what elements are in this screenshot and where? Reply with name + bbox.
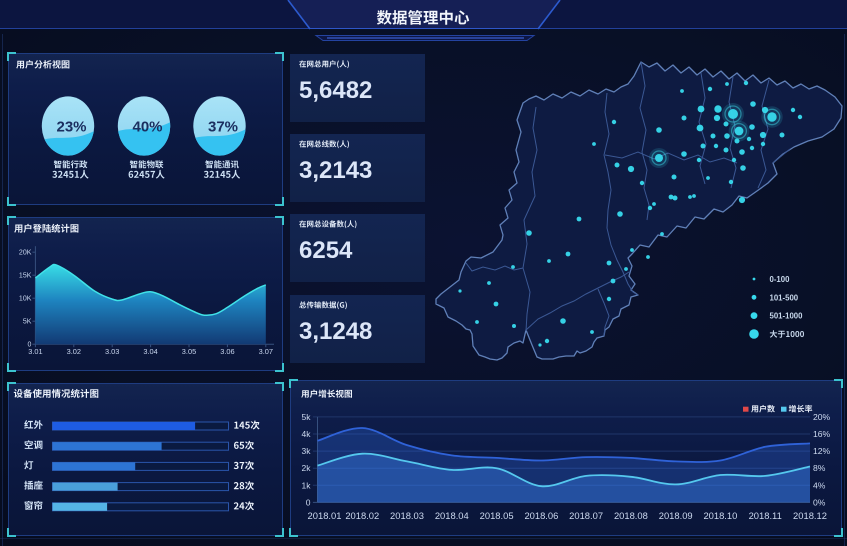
svg-text:3.03: 3.03 [105,347,119,356]
svg-text:101-500: 101-500 [770,293,799,302]
svg-text:0: 0 [306,497,311,507]
svg-text:2018.01: 2018.01 [308,510,342,521]
svg-text:3.01: 3.01 [28,347,42,356]
svg-text:2018.12: 2018.12 [793,510,827,521]
svg-text:23%: 23% [56,119,86,136]
svg-text:37%: 37% [208,119,238,136]
svg-text:20%: 20% [813,412,831,422]
svg-text:3.07: 3.07 [259,347,273,356]
svg-text:0: 0 [27,342,31,349]
svg-text:0-100: 0-100 [770,275,791,284]
svg-text:2018.08: 2018.08 [614,510,648,521]
svg-text:2018.11: 2018.11 [749,510,782,521]
svg-text:10K: 10K [19,296,32,303]
svg-text:5K: 5K [23,319,32,326]
svg-text:2018.05: 2018.05 [480,510,514,521]
svg-text:8%: 8% [813,463,826,473]
svg-text:16%: 16% [813,429,831,439]
svg-text:2k: 2k [302,463,312,473]
svg-text:2018.07: 2018.07 [569,510,603,521]
svg-text:2018.04: 2018.04 [435,510,469,521]
svg-text:2018.10: 2018.10 [703,510,737,521]
svg-text:0%: 0% [813,497,826,507]
svg-text:3.06: 3.06 [220,347,234,356]
svg-text:3.04: 3.04 [143,347,157,356]
svg-text:40%: 40% [132,119,162,136]
svg-text:15K: 15K [19,273,32,280]
svg-text:4%: 4% [813,480,826,490]
svg-text:501-1000: 501-1000 [770,312,804,321]
svg-text:2018.02: 2018.02 [345,510,379,521]
svg-text:4k: 4k [302,429,312,439]
svg-text:2018.03: 2018.03 [390,510,424,521]
svg-text:2018.06: 2018.06 [524,510,558,521]
svg-text:3.02: 3.02 [67,347,81,356]
svg-text:3.05: 3.05 [182,347,196,356]
svg-text:5k: 5k [302,412,312,422]
svg-text:2018.09: 2018.09 [659,510,693,521]
svg-text:1k: 1k [302,480,312,490]
svg-text:20K: 20K [19,250,32,257]
svg-text:3k: 3k [302,446,312,456]
svg-text:12%: 12% [813,446,831,456]
